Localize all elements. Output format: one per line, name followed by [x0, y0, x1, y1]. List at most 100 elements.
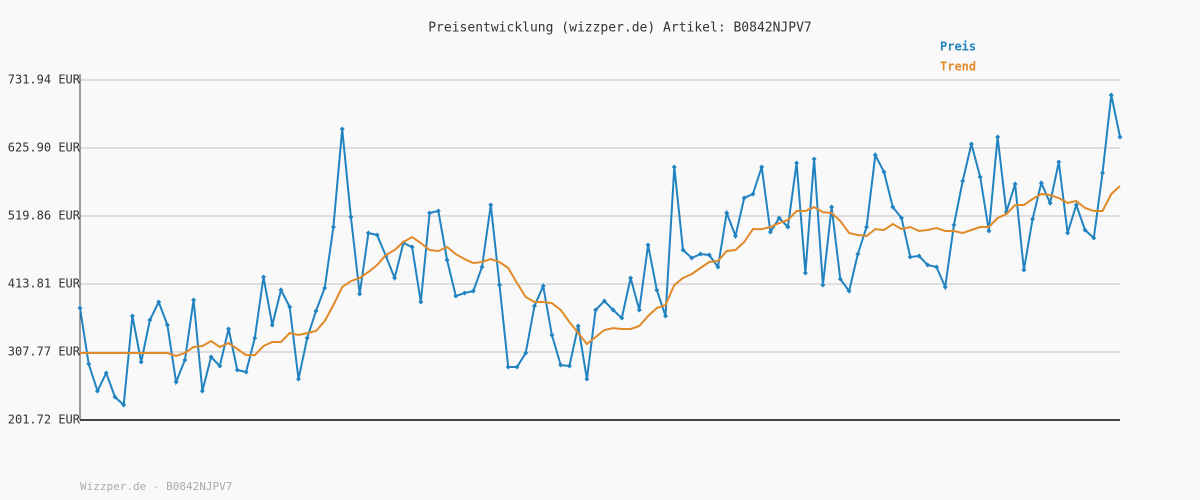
point-marker — [435, 208, 441, 214]
point-marker — [916, 253, 922, 259]
point-marker — [671, 164, 677, 170]
point-marker — [1091, 235, 1097, 241]
point-marker — [732, 233, 738, 239]
point-marker — [811, 156, 817, 162]
point-marker — [680, 247, 686, 253]
point-marker — [365, 230, 371, 236]
y-tick-label: 307.77 EUR — [8, 344, 81, 358]
point-marker — [409, 244, 415, 250]
point-marker — [846, 288, 852, 294]
y-tick-label: 625.90 EUR — [8, 140, 81, 154]
point-marker — [418, 299, 424, 305]
point-marker — [234, 367, 240, 373]
point-marker — [785, 224, 791, 230]
y-tick-label: 519.86 EUR — [8, 208, 81, 222]
point-marker — [261, 274, 267, 280]
point-marker — [357, 291, 363, 297]
point-marker — [156, 299, 162, 305]
point-marker — [287, 304, 293, 310]
point-marker — [322, 285, 328, 291]
point-marker — [776, 215, 782, 221]
y-tick-label: 201.72 EUR — [8, 413, 81, 427]
point-marker — [977, 174, 983, 180]
point-marker — [1065, 230, 1071, 236]
point-marker — [881, 169, 887, 175]
point-marker — [706, 252, 712, 258]
point-marker — [584, 376, 590, 382]
point-marker — [278, 287, 284, 293]
point-marker — [531, 303, 537, 309]
point-marker — [523, 350, 529, 356]
point-marker — [951, 222, 957, 228]
point-marker — [138, 359, 144, 365]
point-marker — [164, 322, 170, 328]
point-marker — [330, 224, 336, 230]
point-marker — [444, 257, 450, 263]
point-marker — [295, 376, 301, 382]
point-marker — [794, 160, 800, 166]
point-marker — [933, 264, 939, 270]
point-marker — [872, 152, 878, 158]
point-marker — [173, 379, 179, 385]
point-marker — [549, 332, 555, 338]
point-marker — [496, 282, 502, 288]
point-marker — [453, 293, 459, 299]
point-marker — [689, 255, 695, 261]
point-marker — [575, 323, 581, 329]
point-marker — [182, 357, 188, 363]
point-marker — [1100, 170, 1106, 176]
point-marker — [94, 388, 100, 394]
point-marker — [514, 364, 520, 370]
point-marker — [470, 288, 476, 294]
footer: Wizzper.de - B0842NJPV7 — [80, 480, 232, 493]
point-marker — [217, 363, 223, 369]
point-marker — [855, 251, 861, 257]
point-marker — [462, 290, 468, 296]
point-marker — [654, 287, 660, 293]
point-marker — [558, 362, 564, 368]
point-marker — [890, 204, 896, 210]
point-marker — [208, 354, 214, 360]
point-marker — [1082, 227, 1088, 233]
point-marker — [986, 228, 992, 234]
point-marker — [1012, 181, 1018, 187]
point-marker — [147, 317, 153, 323]
point-marker — [601, 298, 607, 304]
point-marker — [488, 202, 494, 208]
point-marker — [1021, 267, 1027, 273]
point-marker — [566, 363, 572, 369]
point-marker — [269, 322, 275, 328]
point-marker — [968, 141, 974, 147]
series-line — [79, 94, 1121, 408]
point-marker — [226, 326, 232, 332]
point-marker — [593, 307, 599, 313]
point-marker — [698, 251, 704, 257]
point-marker — [610, 307, 616, 313]
point-marker — [628, 275, 634, 281]
point-marker — [636, 307, 642, 313]
point-marker — [767, 229, 773, 235]
point-marker — [960, 178, 966, 184]
point-marker — [243, 369, 249, 375]
y-tick-label: 731.94 EUR — [8, 73, 81, 87]
point-marker — [837, 276, 843, 282]
point-marker — [724, 210, 730, 216]
point-marker — [112, 394, 118, 400]
point-marker — [129, 313, 135, 319]
point-marker — [121, 402, 127, 408]
point-marker — [199, 388, 205, 394]
point-marker — [741, 195, 747, 201]
point-marker — [392, 275, 398, 281]
chart-title: Preisentwicklung (wizzper.de) Artikel: B… — [428, 21, 812, 36]
legend-entry: Preis — [940, 40, 976, 54]
point-marker — [645, 242, 651, 248]
point-marker — [907, 254, 913, 260]
point-marker — [1117, 134, 1123, 140]
point-marker — [374, 232, 380, 238]
point-marker — [191, 297, 197, 303]
point-marker — [313, 308, 319, 314]
point-marker — [86, 361, 92, 367]
point-marker — [663, 313, 669, 319]
point-marker — [1056, 159, 1062, 165]
